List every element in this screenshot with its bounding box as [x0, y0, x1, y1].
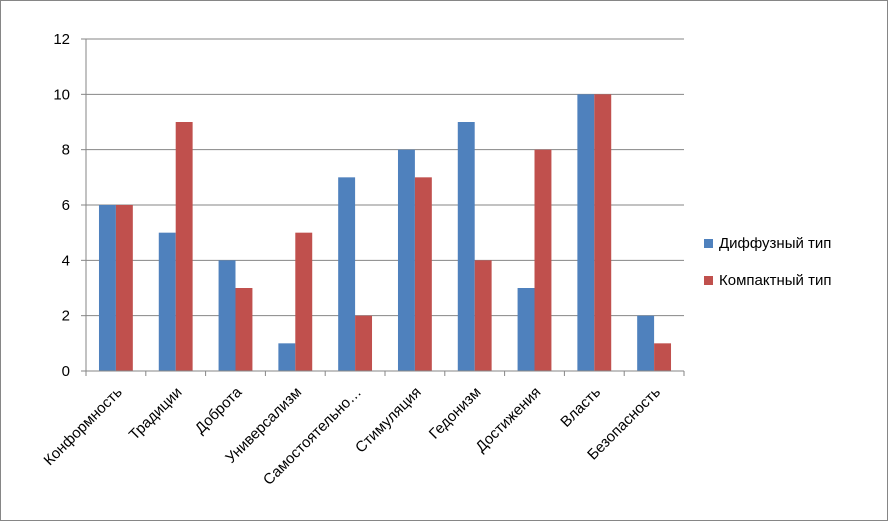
x-tick-label: Самостоятельно… — [260, 384, 365, 489]
bar-compact — [115, 205, 133, 371]
y-tick-label: 8 — [62, 142, 70, 159]
bar-diffuse — [98, 205, 116, 371]
legend-swatch-diffuse — [704, 238, 713, 248]
bar-diffuse — [338, 177, 356, 371]
bar-compact — [355, 315, 373, 371]
bar-diffuse — [218, 260, 236, 371]
y-tick-label: 12 — [53, 31, 70, 48]
y-tick-label: 2 — [62, 308, 70, 325]
bar-compact — [534, 149, 552, 371]
y-tick-label: 0 — [62, 363, 70, 380]
x-tick-labels: Конформность Традиции ДобротаУниверсализмС… — [41, 383, 665, 488]
bar-compact — [474, 260, 492, 371]
legend-label-compact: Компактный тип — [719, 271, 832, 289]
y-tick-label: 6 — [62, 197, 70, 214]
bar-compact — [654, 343, 672, 371]
bar-compact — [295, 232, 313, 371]
x-tick-label: Доброта — [192, 383, 246, 437]
legend-item-diffuse: Диффузный тип — [704, 233, 831, 253]
bars — [98, 94, 672, 371]
bar-diffuse — [397, 149, 415, 371]
bar-compact — [414, 177, 432, 371]
bar-diffuse — [278, 343, 296, 371]
bar-diffuse — [577, 94, 595, 371]
legend: Диффузный тип Компактный тип — [704, 233, 831, 307]
bar-diffuse — [637, 315, 655, 371]
bar-diffuse — [517, 288, 535, 371]
x-tick-label: Власть — [557, 384, 604, 431]
legend-label-diffuse: Диффузный тип — [719, 234, 832, 252]
bar-compact — [235, 288, 253, 371]
bar-compact — [594, 94, 612, 371]
bar-diffuse — [158, 232, 176, 371]
x-tick-label: Гедонизм — [426, 384, 485, 443]
bar-diffuse — [457, 122, 475, 371]
legend-item-compact: Компактный тип — [704, 270, 831, 290]
y-tick-label: 10 — [53, 86, 70, 103]
axes — [81, 38, 685, 376]
legend-swatch-compact — [704, 275, 713, 285]
bar-compact — [175, 122, 193, 371]
y-tick-label: 4 — [62, 252, 70, 269]
x-tick-label: Традиции — [126, 384, 186, 444]
x-tick-label: Конформность — [41, 384, 126, 469]
y-tick-labels: 0 2 4 6 8 10 12 — [53, 31, 70, 380]
